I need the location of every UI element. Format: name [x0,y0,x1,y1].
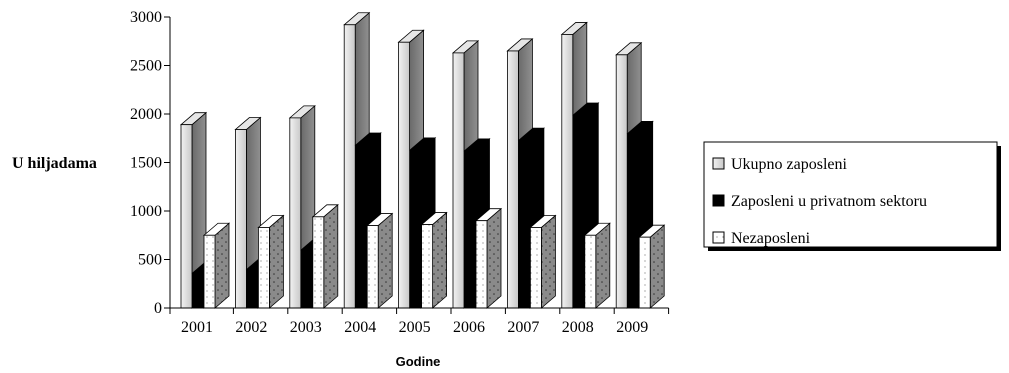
bar-front [398,41,411,309]
y-tick-label: 1500 [130,155,162,172]
bar-front [343,24,356,309]
bar-2009-series-3 [638,224,666,309]
bar-front [464,150,476,309]
legend-item: Nezaposleni [712,230,811,247]
bar-side [649,224,665,309]
bar-2001-series-3 [202,222,231,309]
bar-front [234,129,247,309]
legend-label: Ukupno zaposleni [731,156,848,173]
legend-swatch [712,194,725,207]
bar-front [530,227,542,309]
bar-front [312,216,325,309]
bar-side [595,222,611,309]
legend-label: Nezaposleni [731,230,811,247]
bar-2006-series-3 [474,207,503,309]
bar-2003-series-3 [311,203,339,309]
bar-front [180,124,193,309]
x-tick-label: 2003 [290,319,322,336]
x-tick-label: 2001 [181,319,213,336]
bar-front [366,225,379,309]
x-axis: 2001 2002 2003 2004 2005 2006 2007 2008 2009 [169,307,670,336]
legend-item: Zaposleni u privatnom sektoru [712,193,927,210]
bar-side [323,203,339,309]
bar-2008-series-3 [583,222,611,309]
bar-front [289,117,302,309]
bar-side [268,214,284,309]
bar-front [506,50,519,309]
y-tick-label: 2000 [130,106,162,123]
x-tick-label: 2004 [344,319,376,336]
legend: Ukupno zaposleni Zaposleni u privatnom se… [703,141,1001,251]
x-tick-label: 2006 [453,319,485,336]
bar-2005-series-3 [420,211,448,309]
bar-side [432,211,448,309]
bar-front [518,139,531,309]
bar-front [638,236,651,309]
y-axis: 0 500 1000 1500 2000 2500 3000 [130,9,171,317]
y-tick-label: 1000 [130,203,162,220]
y-axis-title: U hiljadama [12,155,97,172]
y-tick-label: 0 [154,300,162,317]
bar-2007-series-3 [529,214,557,309]
bar-front [355,144,368,309]
bar-front [452,52,465,309]
bar-2004-series-3 [366,212,394,309]
y-tick-label: 2500 [130,58,162,75]
x-tick-label: 2009 [616,319,648,336]
bar-side [486,207,502,309]
bar-front [615,54,628,309]
y-tick-label: 500 [138,252,162,269]
y-tick-label: 3000 [130,9,162,26]
bar-side [541,214,556,309]
x-tick-label: 2002 [235,319,267,336]
bar-side [377,212,393,309]
bar-front [561,34,574,309]
bar-2002-series-3 [257,214,285,309]
bar-front [300,249,313,309]
bar-front [257,227,270,309]
x-tick-label: 2005 [399,319,431,336]
legend-box [703,141,998,248]
legend-swatch [712,231,725,244]
bar-front [421,224,434,309]
bar-front [584,234,597,309]
bar-front [409,149,422,309]
legend-swatch [712,157,725,170]
x-tick-label: 2008 [562,319,594,336]
bars [179,11,666,309]
bar-front [572,114,585,309]
bar-front [627,132,640,309]
bar-front [192,272,204,309]
x-tick-label: 2007 [507,319,539,336]
x-axis-title: Godine [396,354,441,369]
legend-item: Ukupno zaposleni [712,156,848,173]
bar-front [246,268,259,309]
bar-side [214,222,230,309]
bar-front [475,220,488,309]
legend-label: Zaposleni u privatnom sektoru [731,193,927,210]
bar-front [203,234,216,309]
